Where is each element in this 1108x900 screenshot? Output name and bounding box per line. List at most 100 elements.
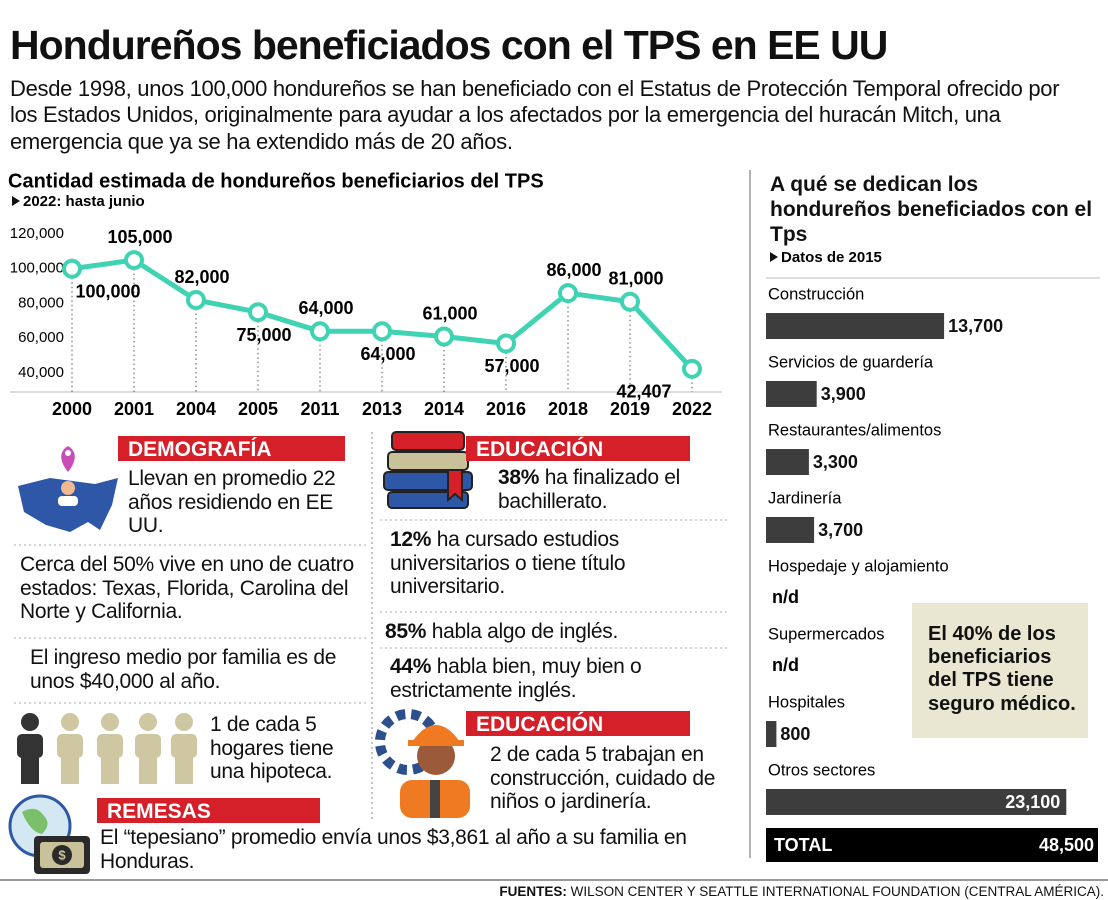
data-label: 100,000 (75, 282, 140, 302)
x-tick-label: 2016 (486, 399, 526, 419)
fact-highlight: 85% (385, 620, 427, 643)
x-tick-label: 2011 (300, 399, 339, 419)
money-icon: $ (8, 794, 90, 874)
data-label: 105,000 (107, 227, 172, 247)
x-tick-label: 2014 (424, 399, 464, 419)
annotation: El 40% de los beneficiarios del TPS tien… (912, 603, 1088, 738)
data-label: 81,000 (608, 269, 663, 289)
section-heading: EDUCACIÓN (466, 711, 690, 736)
bar (766, 517, 815, 543)
chart-title: A qué se dedican los hondureños benefici… (770, 173, 1093, 247)
total-value: 48,500 (1039, 835, 1094, 855)
point (124, 250, 144, 271)
chart-subtitle: Datos de 2015 (781, 249, 882, 266)
sources-label: FUENTES: (499, 884, 567, 899)
bar (766, 381, 817, 407)
bar (766, 313, 945, 339)
bar (766, 721, 777, 747)
data-label: 3,700 (818, 520, 863, 540)
category-label: Hospitales (768, 693, 845, 711)
data-label: 75,000 (236, 325, 291, 345)
data-label: 61,000 (422, 303, 477, 323)
data-label: 23,100 (1005, 792, 1060, 812)
data-label: 64,000 (360, 344, 415, 364)
category-label: Servicios de guardería (768, 353, 934, 371)
bullet (770, 252, 778, 262)
point (620, 291, 640, 312)
books-icon (383, 431, 473, 509)
data-label: 82,000 (174, 267, 229, 287)
fact: 2 de cada 5 trabajan en construcción, cu… (490, 743, 716, 814)
fact: El “tepesiano” promedio envía unos $3,86… (100, 826, 687, 873)
point (496, 333, 516, 354)
x-tick-label: 2005 (238, 399, 278, 419)
point (372, 321, 392, 342)
y-tick-label: 60,000 (18, 329, 64, 346)
point (558, 283, 578, 304)
fact-text: ha cursado estudios universitarios o tie… (390, 528, 626, 599)
fact: El ingreso medio por familia es de unos … (30, 646, 337, 693)
category-label: Jardinería (768, 489, 842, 507)
point (186, 290, 206, 311)
fact: 44% habla bien, muy bien o estrictamente… (390, 655, 700, 702)
data-label: 42,407 (616, 382, 671, 402)
fact-text: ha finalizado el bachillerato. (498, 466, 680, 513)
intro: Desde 1998, unos 100,000 hondureños se h… (10, 76, 1060, 154)
fact: 38% ha finalizado el bachillerato. (498, 466, 730, 513)
data-label: 800 (780, 724, 810, 744)
fact: 1 de cada 5 hogares tiene una hipoteca. (210, 713, 334, 784)
point (62, 258, 82, 279)
point (248, 302, 268, 323)
data-label: 64,000 (298, 298, 353, 318)
worker-icon (375, 709, 470, 818)
usa-map-icon (18, 446, 118, 532)
chart-title: Cantidad estimada de hondureños benefici… (8, 170, 544, 192)
fact-highlight: 12% (390, 528, 432, 551)
y-tick-label: 80,000 (18, 294, 64, 311)
data-label: 13,700 (948, 316, 1003, 336)
sources-text: WILSON CENTER Y SEATTLE INTERNATIONAL FO… (570, 884, 1104, 899)
fact: Cerca del 50% vive en uno de cuatro esta… (20, 553, 354, 624)
total-label: TOTAL (774, 835, 832, 855)
y-tick-label: 100,000 (10, 260, 64, 277)
x-tick-label: 2000 (52, 399, 92, 419)
fact: 12% ha cursado estudios universitarios o… (390, 528, 700, 599)
y-tick-label: 40,000 (18, 364, 64, 381)
sources: FUENTES: WILSON CENTER Y SEATTLE INTERNA… (499, 884, 1104, 899)
data-label: n/d (772, 587, 799, 607)
point (682, 358, 702, 379)
section-heading: DEMOGRAFÍA (118, 436, 345, 461)
section-heading: EDUCACIÓN (466, 436, 690, 461)
x-tick-label: 2013 (362, 399, 402, 419)
fact-text: habla algo de inglés. (431, 620, 619, 643)
data-label: 3,300 (813, 452, 858, 472)
fact: Llevan en promedio 22 años residiendo en… (128, 467, 336, 538)
chart-subtitle: 2022: hasta junio (23, 193, 145, 210)
x-tick-label: 2022 (672, 399, 712, 419)
people-icon (17, 713, 197, 784)
bullet (12, 196, 20, 206)
fact: 85% habla algo de inglés. (385, 620, 715, 644)
x-tick-label: 2004 (176, 399, 216, 419)
fact-highlight: 44% (390, 655, 432, 678)
money-icon-glyph: $ (58, 847, 66, 862)
y-tick-label: 120,000 (10, 225, 64, 242)
x-tick-label: 2001 (114, 399, 154, 419)
data-label: 3,900 (821, 384, 866, 404)
category-label: Restaurantes/alimentos (768, 421, 941, 439)
category-label: Otros sectores (768, 761, 875, 779)
x-tick-label: 2018 (548, 399, 588, 419)
fact-highlight: 38% (498, 466, 540, 489)
x-tick-label: 2019 (610, 399, 650, 419)
page-title: Hondureños beneficiados con el TPS en EE… (10, 22, 888, 68)
bar (766, 789, 1067, 815)
point (310, 321, 330, 342)
category-label: Hospedaje y alojamiento (768, 557, 949, 575)
section-heading: REMESAS (97, 798, 320, 823)
category-label: Supermercados (768, 625, 884, 643)
data-label: 57,000 (484, 356, 539, 376)
point (434, 326, 454, 347)
bar (766, 449, 809, 475)
